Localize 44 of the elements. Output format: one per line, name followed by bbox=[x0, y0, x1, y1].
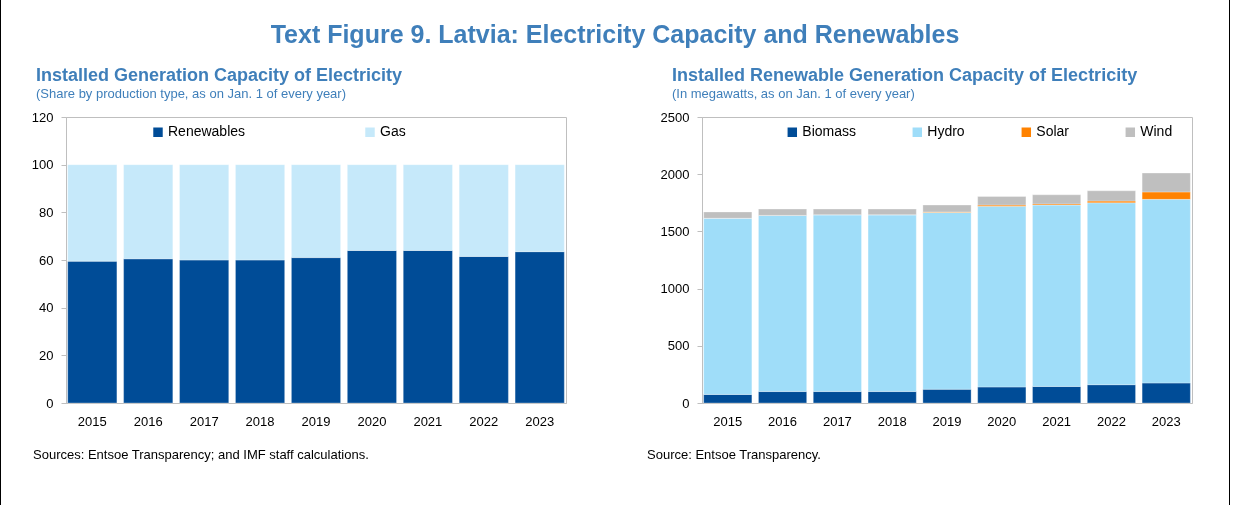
x-tick-label: 2017 bbox=[189, 413, 219, 429]
legend-label: Wind bbox=[1140, 123, 1173, 140]
legend-label: Renewables bbox=[168, 123, 246, 140]
x-tick-label: 2022 bbox=[469, 413, 499, 429]
chart-subtitle: (In megawatts, as on Jan. 1 of every year) bbox=[672, 86, 915, 101]
x-tick-label: 2019 bbox=[301, 413, 331, 429]
x-tick-label: 2015 bbox=[713, 413, 743, 429]
x-tick-label: 2021 bbox=[413, 413, 443, 429]
x-tick-label: 2015 bbox=[77, 413, 107, 429]
x-tick-label: 2020 bbox=[987, 413, 1017, 429]
x-tick-label: 2018 bbox=[245, 413, 275, 429]
y-tick-label: 40 bbox=[39, 300, 54, 316]
y-tick-label: 100 bbox=[31, 157, 54, 173]
y-tick-label: 1000 bbox=[660, 281, 690, 297]
x-tick-label: 2022 bbox=[1096, 413, 1126, 429]
y-tick-label: 60 bbox=[39, 252, 54, 268]
source-note: Source: Entsoe Transparency. bbox=[647, 447, 822, 462]
y-tick-label: 2000 bbox=[660, 166, 690, 182]
x-tick-label: 2023 bbox=[525, 413, 555, 429]
x-tick-label: 2017 bbox=[822, 413, 852, 429]
x-tick-label: 2016 bbox=[768, 413, 798, 429]
chart-title: Installed Renewable Generation Capacity of Electricity bbox=[672, 65, 1138, 85]
text: Text Figure 9. Latvia: Electricity Capacity and Renewables bbox=[269, 19, 961, 50]
source-note: Sources: Entsoe Transparency; and IMF staff calculations. bbox=[33, 447, 370, 462]
y-tick-label: 1500 bbox=[660, 223, 690, 239]
legend-label: Hydro bbox=[927, 123, 965, 140]
x-tick-label: 2019 bbox=[932, 413, 962, 429]
legend-label: Biomass bbox=[802, 123, 856, 140]
x-tick-label: 2023 bbox=[1151, 413, 1181, 429]
y-tick-label: 20 bbox=[39, 347, 54, 363]
legend-label: Gas bbox=[380, 123, 406, 140]
legend-label: Solar bbox=[1036, 123, 1070, 140]
chart-title: Installed Generation Capacity of Electricity bbox=[36, 65, 403, 85]
y-tick-label: 80 bbox=[39, 204, 54, 220]
x-tick-label: 2016 bbox=[133, 413, 163, 429]
y-tick-label: 0 bbox=[682, 395, 690, 411]
y-tick-label: 2500 bbox=[660, 109, 690, 125]
x-tick-label: 2021 bbox=[1042, 413, 1072, 429]
y-tick-label: 0 bbox=[46, 395, 54, 411]
chart-subtitle: (Share by production type, as on Jan. 1 of every year) bbox=[36, 86, 347, 101]
x-tick-label: 2020 bbox=[357, 413, 387, 429]
y-tick-label: 120 bbox=[31, 109, 54, 125]
x-tick-label: 2018 bbox=[877, 413, 907, 429]
y-tick-label: 500 bbox=[667, 338, 690, 354]
